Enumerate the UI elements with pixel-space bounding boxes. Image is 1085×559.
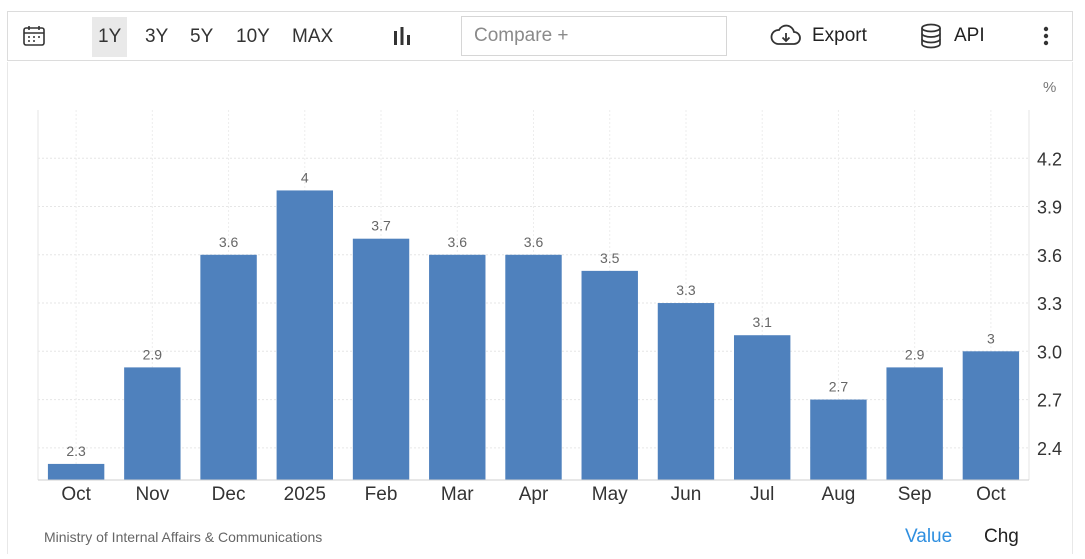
- x-tick-label: 2025: [284, 484, 326, 505]
- x-tick-label: Feb: [365, 484, 398, 505]
- export-button[interactable]: Export: [770, 12, 867, 60]
- bar-oct: [962, 351, 1020, 480]
- data-label: 3.6: [524, 234, 544, 250]
- compare-input[interactable]: [461, 16, 727, 56]
- bar-jul: [733, 335, 791, 480]
- x-tick-label: Oct: [61, 484, 91, 505]
- bar-2025: [276, 190, 334, 480]
- x-tick-label: Mar: [441, 484, 474, 505]
- bar-chart: 2.4 2.7 3.0 3.3 3.6 3.9 4.2% 2.3 Oct 2.9 Nov 3.6 Dec…: [37, 79, 1062, 505]
- bar-nov: [124, 367, 181, 480]
- vertical-dots-icon[interactable]: [1042, 12, 1050, 60]
- source-label: Ministry of Internal Affairs & Communica…: [44, 529, 323, 545]
- y-unit-label: %: [1043, 79, 1056, 96]
- range-5y-button[interactable]: 5Y: [190, 26, 214, 47]
- y-tick-label: 2.4: [1037, 439, 1062, 459]
- x-tick-label: Dec: [212, 484, 246, 505]
- x-tick-label: May: [592, 484, 628, 505]
- data-label: 3.5: [600, 250, 620, 266]
- data-label: 3.6: [219, 234, 239, 250]
- data-label: 2.9: [905, 346, 925, 362]
- data-label: 4: [301, 169, 309, 185]
- x-tick-label: Aug: [822, 484, 856, 505]
- data-label: 3.6: [448, 234, 468, 250]
- bar-feb: [352, 238, 410, 480]
- chg-toggle[interactable]: Chg: [984, 526, 1019, 547]
- bar-may: [581, 270, 638, 480]
- data-label: 2.9: [143, 346, 163, 362]
- x-tick-label: Jul: [750, 484, 774, 505]
- api-button[interactable]: API: [920, 12, 985, 60]
- y-tick-label: 2.7: [1037, 391, 1062, 411]
- range-3y-button[interactable]: 3Y: [145, 26, 169, 47]
- y-tick-label: 3.6: [1037, 246, 1062, 266]
- data-label: 2.3: [66, 443, 86, 459]
- x-tick-label: Sep: [898, 484, 932, 505]
- bar-oct: [47, 463, 105, 480]
- x-tick-label: Apr: [519, 484, 549, 505]
- value-toggle[interactable]: Value: [905, 526, 953, 547]
- data-label: 3.1: [752, 314, 772, 330]
- chart-toolbar: 1Y 3Y 5Y 10Y MAX Export: [7, 11, 1073, 61]
- x-tick-label: Nov: [135, 484, 169, 505]
- range-1y-button[interactable]: 1Y: [92, 17, 128, 57]
- range-10y-button[interactable]: 10Y: [236, 26, 270, 47]
- x-tick-label: Jun: [671, 484, 702, 505]
- range-max-button[interactable]: MAX: [292, 26, 334, 47]
- y-tick-label: 4.2: [1037, 149, 1062, 169]
- export-label: Export: [812, 25, 867, 46]
- bar-chart-icon[interactable]: [392, 12, 412, 60]
- bar-apr: [505, 254, 562, 480]
- bar-mar: [429, 254, 486, 480]
- y-tick-label: 3.3: [1037, 294, 1062, 314]
- data-label: 2.7: [829, 379, 849, 395]
- database-icon: [920, 23, 942, 49]
- calendar-icon[interactable]: [22, 12, 46, 60]
- y-tick-label: 3.9: [1037, 198, 1062, 218]
- bar-dec: [200, 254, 257, 480]
- cloud-download-icon: [770, 24, 802, 48]
- data-label: 3.7: [371, 218, 391, 234]
- bar-aug: [810, 399, 867, 480]
- bar-sep: [886, 367, 943, 480]
- x-tick-label: Oct: [976, 484, 1006, 505]
- chart-area: 2.4 2.7 3.0 3.3 3.6 3.9 4.2% 2.3 Oct 2.9 Nov 3.6 Dec…: [7, 62, 1073, 554]
- api-label: API: [954, 25, 985, 46]
- y-tick-label: 3.0: [1037, 342, 1062, 362]
- data-label: 3.3: [676, 282, 696, 298]
- data-label: 3: [987, 330, 995, 346]
- bar-jun: [657, 303, 715, 480]
